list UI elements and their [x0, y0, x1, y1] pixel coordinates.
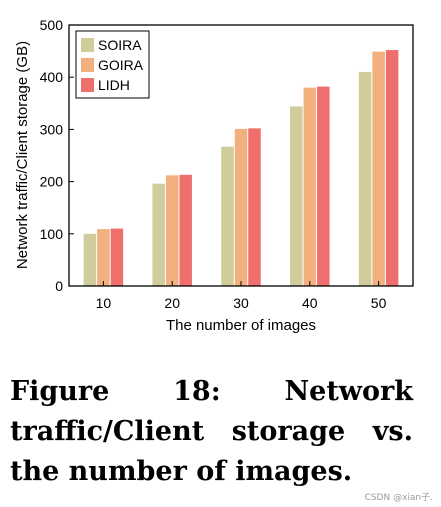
y-tick-label: 300 [40, 121, 64, 137]
bar-lidh-30 [248, 128, 261, 286]
bar-lidh-50 [385, 50, 399, 286]
x-tick-label: 50 [371, 295, 387, 311]
bars-layer [83, 50, 399, 286]
x-axis-title: The number of images [166, 317, 316, 334]
bar-soira-20 [152, 183, 165, 286]
bar-goira-40 [303, 87, 317, 286]
figure-caption: Figure 18: Network traffic/Client storag… [10, 376, 413, 487]
bar-goira-30 [234, 128, 248, 286]
bar-chart: 0 100 200 300 400 500 10 20 30 40 50 The number o… [14, 17, 414, 334]
legend-label-soira: SOIRA [98, 37, 142, 53]
y-tick-label: 100 [40, 226, 64, 242]
y-axis: 0 100 200 300 400 500 [40, 17, 74, 294]
bar-goira-20 [165, 175, 179, 286]
x-tick-label: 30 [233, 295, 249, 311]
bar-soira-40 [290, 106, 303, 286]
legend-swatch-lidh [81, 78, 94, 92]
x-tick-label: 10 [96, 295, 112, 311]
y-tick-label: 0 [55, 278, 63, 294]
legend-label-lidh: LIDH [98, 77, 130, 93]
bar-lidh-20 [179, 174, 192, 286]
y-axis-title: Network traffic/Client storage (GB) [14, 41, 31, 269]
y-tick-label: 500 [40, 17, 64, 33]
bar-soira-50 [358, 71, 372, 286]
watermark: CSDN @xian子. [364, 493, 433, 503]
x-tick-label: 20 [164, 295, 180, 311]
bar-goira-10 [97, 229, 110, 286]
bar-lidh-40 [317, 86, 330, 286]
bar-soira-30 [221, 146, 234, 286]
bar-soira-10 [83, 233, 97, 286]
y-tick-label: 200 [40, 174, 64, 190]
bar-goira-50 [372, 51, 385, 286]
x-tick-label: 40 [302, 295, 318, 311]
x-axis: 10 20 30 40 50 [96, 281, 387, 311]
legend-swatch-soira [81, 38, 94, 52]
legend: SOIRA GOIRA LIDH [75, 30, 150, 99]
legend-label-goira: GOIRA [98, 57, 144, 73]
bar-lidh-10 [110, 228, 124, 286]
y-tick-label: 400 [40, 69, 64, 85]
legend-swatch-goira [81, 58, 94, 72]
